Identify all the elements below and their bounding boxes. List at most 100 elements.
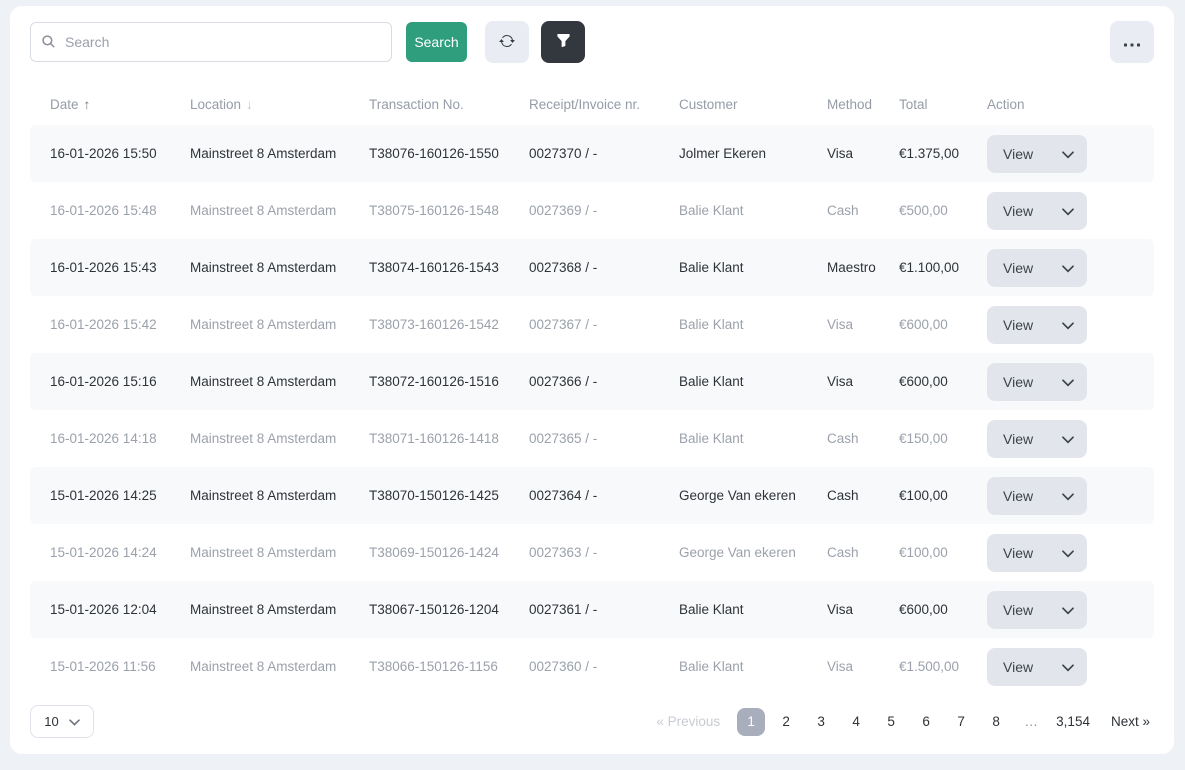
cell-date: 15-01-2026 12:04 <box>30 581 190 638</box>
cell-transaction-no: T38075-160126-1548 <box>369 203 499 218</box>
column-header-customer[interactable]: Customer <box>679 83 827 125</box>
transactions-body: 16-01-2026 15:50 Mainstreet 8 Amsterdam … <box>30 125 1154 695</box>
column-header-method[interactable]: Method <box>827 83 899 125</box>
pagination-page-6[interactable]: 6 <box>912 708 940 736</box>
cell-action: View <box>987 410 1154 467</box>
filter-button[interactable] <box>541 21 585 63</box>
cell-customer: Balie Klant <box>679 659 744 674</box>
pagination-page-3[interactable]: 3 <box>807 708 835 736</box>
cell-customer: Balie Klant <box>679 203 744 218</box>
cell-location: Mainstreet 8 Amsterdam <box>190 581 369 638</box>
chevron-down-icon <box>68 714 80 729</box>
view-button[interactable]: View <box>987 419 1087 458</box>
view-button-label: View <box>1003 259 1034 276</box>
cell-date: 16-01-2026 15:50 <box>30 125 190 182</box>
view-button[interactable]: View <box>987 305 1087 344</box>
cell-method: Visa <box>827 659 854 674</box>
cell-action: View <box>987 581 1154 638</box>
column-header-label: Customer <box>679 96 738 112</box>
search-box <box>30 22 392 62</box>
table-footer: 10 « Previous 1 2 3 4 5 6 7 8… 3,154 Next » <box>30 705 1154 738</box>
pagination-page-5[interactable]: 5 <box>877 708 905 736</box>
cell-transaction-no: T38069-150126-1424 <box>369 545 499 560</box>
cell-location: Mainstreet 8 Amsterdam <box>190 203 337 218</box>
transaction-row[interactable]: 16-01-2026 15:16 Mainstreet 8 Amsterdam … <box>30 353 1154 410</box>
column-header-receipt_invoice[interactable]: Receipt/Invoice nr. <box>529 83 679 125</box>
cell-method: Visa <box>827 317 854 332</box>
transaction-row[interactable]: 16-01-2026 15:43 Mainstreet 8 Amsterdam … <box>30 239 1154 296</box>
column-header-date[interactable]: Date ↑ <box>30 83 190 125</box>
cell-customer: George Van ekeren <box>679 467 827 524</box>
transaction-row[interactable]: 16-01-2026 14:18 Mainstreet 8 Amsterdam … <box>30 410 1154 467</box>
view-button-label: View <box>1003 316 1034 333</box>
view-button[interactable]: View <box>987 476 1087 515</box>
column-header-location[interactable]: Location ↓ <box>190 83 369 125</box>
chevron-down-icon <box>1062 260 1074 276</box>
transaction-row[interactable]: 15-01-2026 11:56 Mainstreet 8 Amsterdam … <box>30 638 1154 695</box>
cell-transaction-no: T38074-160126-1543 <box>369 239 529 296</box>
filter-icon <box>556 33 571 51</box>
pagination-page-8[interactable]: 8 <box>982 708 1010 736</box>
search-button[interactable]: Search <box>406 22 467 62</box>
pagination-pages: 1 2 3 4 5 6 7 8… 3,154 <box>737 707 1094 736</box>
pagination-previous-button[interactable]: « Previous <box>652 708 724 736</box>
pagination-page-2[interactable]: 2 <box>772 708 800 736</box>
transaction-row[interactable]: 16-01-2026 15:42 Mainstreet 8 Amsterdam … <box>30 296 1154 353</box>
view-button[interactable]: View <box>987 647 1087 686</box>
transaction-row[interactable]: 15-01-2026 14:25 Mainstreet 8 Amsterdam … <box>30 467 1154 524</box>
cell-location: Mainstreet 8 Amsterdam <box>190 431 337 446</box>
cell-method: Cash <box>827 203 859 218</box>
cell-date: 15-01-2026 14:25 <box>30 467 190 524</box>
cell-method: Maestro <box>827 239 899 296</box>
view-button[interactable]: View <box>987 191 1087 230</box>
cell-receipt-invoice: 0027360 / - <box>529 659 598 674</box>
pagination-page-7[interactable]: 7 <box>947 708 975 736</box>
view-button-label: View <box>1003 487 1034 504</box>
column-header-transaction_no[interactable]: Transaction No. <box>369 83 529 125</box>
cell-total: €100,00 <box>899 467 987 524</box>
cell-receipt-invoice: 0027363 / - <box>529 545 598 560</box>
search-input[interactable] <box>30 22 392 62</box>
transaction-row[interactable]: 16-01-2026 15:48 Mainstreet 8 Amsterdam … <box>30 182 1154 239</box>
cell-method: Visa <box>827 125 899 182</box>
column-header-label: Method <box>827 96 873 112</box>
cell-customer: Balie Klant <box>679 353 827 410</box>
transaction-row[interactable]: 15-01-2026 14:24 Mainstreet 8 Amsterdam … <box>30 524 1154 581</box>
cell-transaction-no: T38073-160126-1542 <box>369 317 499 332</box>
cell-method: Visa <box>827 353 899 410</box>
pagination-page-4[interactable]: 4 <box>842 708 870 736</box>
view-button[interactable]: View <box>987 134 1087 173</box>
content-card: Search <box>10 6 1174 754</box>
more-options-button[interactable] <box>1110 21 1154 63</box>
cell-transaction-no: T38076-160126-1550 <box>369 125 529 182</box>
cell-location: Mainstreet 8 Amsterdam <box>190 467 369 524</box>
toolbar: Search <box>30 21 1154 63</box>
refresh-button[interactable] <box>485 21 529 63</box>
column-header-total[interactable]: Total <box>899 83 987 125</box>
transaction-row[interactable]: 16-01-2026 15:50 Mainstreet 8 Amsterdam … <box>30 125 1154 182</box>
cell-transaction-no: T38067-150126-1204 <box>369 581 529 638</box>
column-header-action[interactable]: Action <box>987 83 1154 125</box>
cell-total: €1.100,00 <box>899 239 987 296</box>
pagination-page-1[interactable]: 1 <box>737 707 766 736</box>
chevron-down-icon <box>1062 203 1074 219</box>
cell-receipt-invoice: 0027361 / - <box>529 581 679 638</box>
view-button[interactable]: View <box>987 248 1087 287</box>
cell-transaction-no: T38070-150126-1425 <box>369 467 529 524</box>
page-size-select[interactable]: 10 <box>30 705 94 738</box>
cell-date: 15-01-2026 14:24 <box>50 545 157 560</box>
view-button[interactable]: View <box>987 533 1087 572</box>
view-button-label: View <box>1003 373 1034 390</box>
cell-action: View <box>987 353 1154 410</box>
chevron-down-icon <box>1062 659 1074 675</box>
refresh-icon <box>499 33 515 52</box>
transaction-row[interactable]: 15-01-2026 12:04 Mainstreet 8 Amsterdam … <box>30 581 1154 638</box>
pagination-page-3,154[interactable]: 3,154 <box>1052 708 1094 736</box>
pagination-next-button[interactable]: Next » <box>1107 708 1154 736</box>
cell-receipt-invoice: 0027370 / - <box>529 125 679 182</box>
view-button[interactable]: View <box>987 590 1087 629</box>
chevron-down-icon <box>1062 488 1074 504</box>
cell-transaction-no: T38071-160126-1418 <box>369 431 499 446</box>
cell-action: View <box>987 467 1154 524</box>
view-button[interactable]: View <box>987 362 1087 401</box>
